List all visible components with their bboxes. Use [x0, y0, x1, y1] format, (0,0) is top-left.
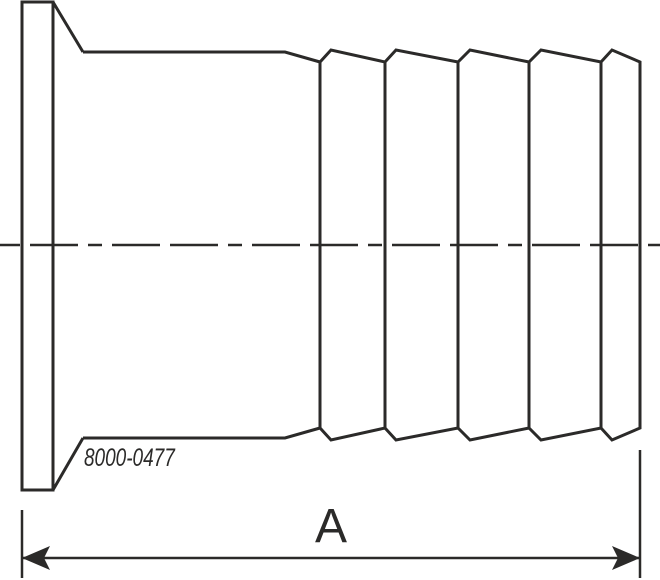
dimension-label: A — [315, 500, 347, 553]
taper-bottom-line — [51, 437, 85, 491]
ferrule-outline — [20, 0, 55, 492]
body-barb-silhouette — [83, 48, 642, 442]
dimension-arrow-left — [22, 546, 50, 570]
part-number-label: 8000-0477 — [84, 443, 176, 471]
dimension-arrow-right — [612, 546, 640, 570]
taper-top-line — [51, 1, 85, 53]
drawing-annotations: 8000-0477 A — [22, 443, 640, 570]
